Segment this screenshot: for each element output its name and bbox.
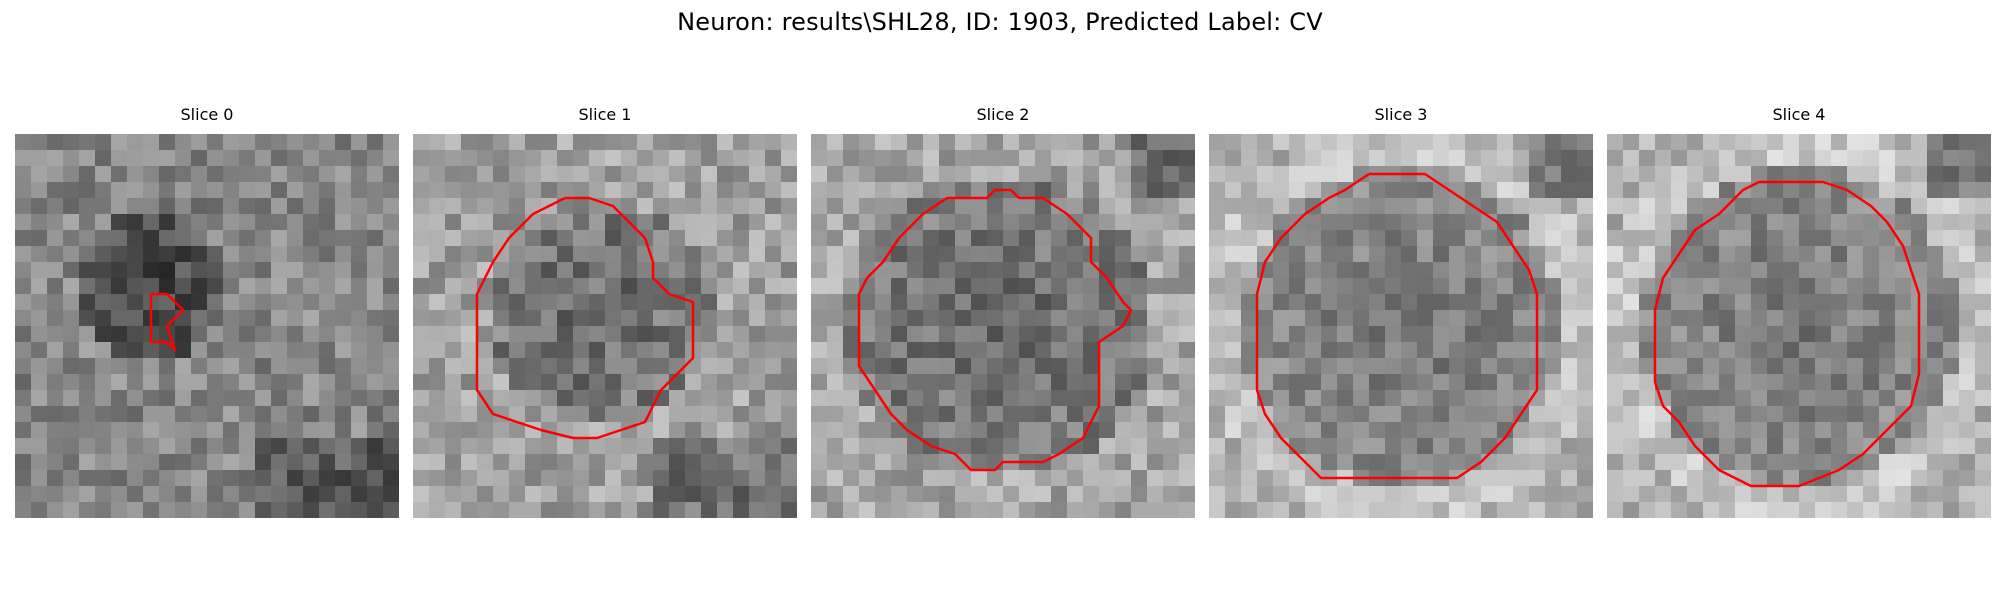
segmentation-outline — [857, 188, 1133, 472]
segmentation-outline — [1653, 180, 1921, 488]
slice-title: Slice 1 — [578, 105, 632, 124]
segmentation-outline — [475, 196, 695, 440]
slice-image — [15, 134, 399, 518]
slice-image — [811, 134, 1195, 518]
segmentation-outline — [149, 292, 185, 352]
slice-title: Slice 4 — [1772, 105, 1826, 124]
slice-image — [1209, 134, 1593, 518]
slice-image — [1607, 134, 1991, 518]
slice-image — [413, 134, 797, 518]
slice-title: Slice 2 — [976, 105, 1030, 124]
slice-title: Slice 0 — [180, 105, 234, 124]
figure-title: Neuron: results\SHL28, ID: 1903, Predict… — [677, 8, 1323, 36]
slice-title: Slice 3 — [1374, 105, 1428, 124]
segmentation-outline — [1255, 172, 1539, 480]
